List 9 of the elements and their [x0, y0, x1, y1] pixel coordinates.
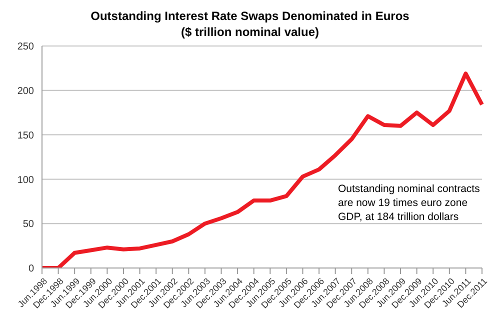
annotation: Outstanding nominal contracts are now 19 times euro zone GDP, at 184 trillion dollars	[338, 182, 481, 224]
chart-title: Outstanding Interest Rate Swaps Denominated in Euros	[90, 8, 410, 24]
y-tick-label: 150	[17, 130, 34, 142]
y-tick-label: 0	[28, 264, 34, 275]
y-tick-label: 250	[17, 42, 34, 53]
y-tick-label: 50	[22, 219, 34, 230]
y-tick-label: 100	[17, 174, 34, 186]
chart-subtitle: ($ trillion nominal value)	[180, 24, 320, 40]
y-tick-label: 200	[17, 86, 34, 97]
